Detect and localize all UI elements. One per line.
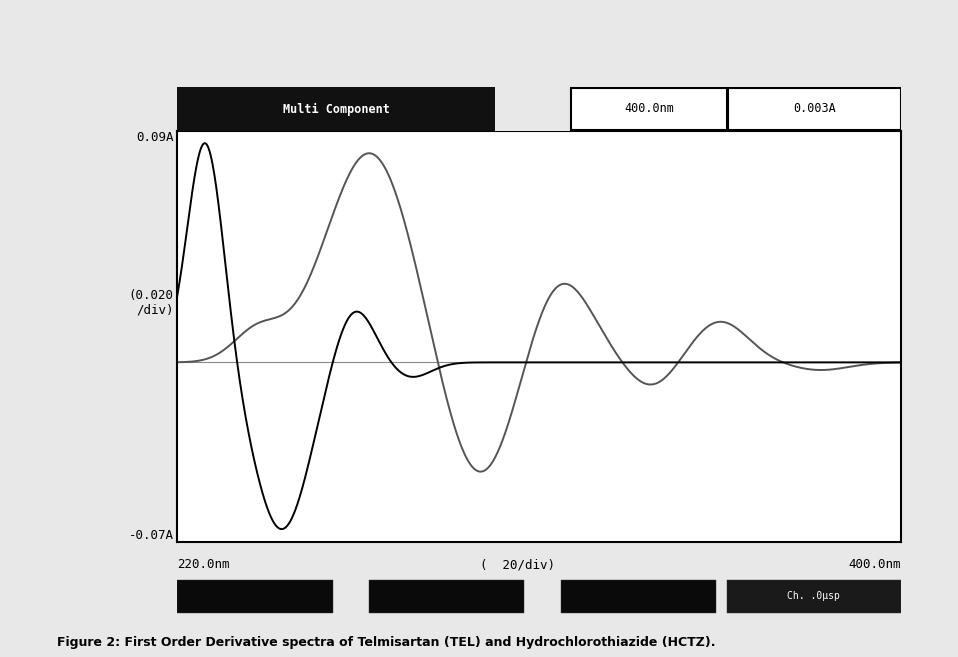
Text: (0.020
/div): (0.020 /div) xyxy=(128,289,173,317)
Text: 0.003A: 0.003A xyxy=(793,102,835,115)
Text: -0.07A: -0.07A xyxy=(128,529,173,542)
Bar xyxy=(177,579,332,613)
Text: 220.0nm: 220.0nm xyxy=(177,558,230,572)
Bar xyxy=(369,579,524,613)
Text: Ch. .0μsp: Ch. .0μsp xyxy=(787,591,840,601)
Bar xyxy=(727,579,901,613)
Text: Multi Component: Multi Component xyxy=(283,102,390,116)
Text: (  20/div): ( 20/div) xyxy=(480,558,555,572)
Text: 0.09A: 0.09A xyxy=(136,131,173,145)
Bar xyxy=(177,87,495,131)
Bar xyxy=(560,579,716,613)
Bar xyxy=(571,88,727,130)
Text: 400.0nm: 400.0nm xyxy=(624,102,673,115)
Bar xyxy=(728,88,901,130)
Text: 400.0nm: 400.0nm xyxy=(848,558,901,572)
Text: Figure 2: First Order Derivative spectra of Telmisartan (TEL) and Hydrochlorothi: Figure 2: First Order Derivative spectra… xyxy=(57,636,716,649)
